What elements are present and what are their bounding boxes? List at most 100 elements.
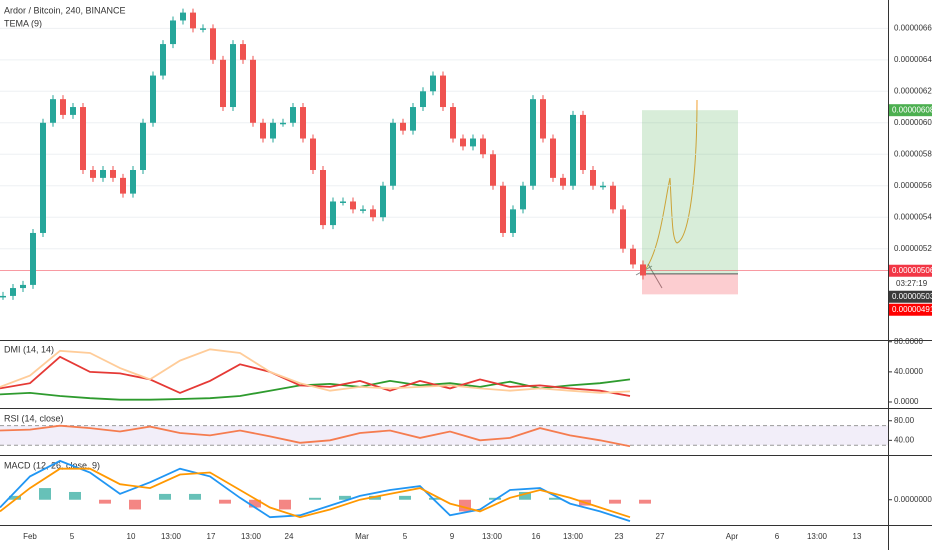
candle — [510, 209, 516, 233]
x-tick-label: 9 — [450, 532, 455, 541]
candle — [400, 122, 406, 131]
candle — [600, 185, 606, 188]
histogram-bar — [339, 495, 351, 500]
projection-curve — [644, 99, 698, 271]
price-badge-label: 0.00000608 — [892, 105, 932, 114]
candle — [210, 28, 216, 60]
histogram-bar — [309, 497, 321, 500]
price-badge-label: 0.00000506 — [892, 266, 932, 275]
histogram-bar — [429, 497, 441, 500]
y-tick-label: 0.0000 — [894, 397, 919, 406]
target-zone — [642, 110, 738, 274]
candle — [20, 284, 26, 289]
indicator-line — [0, 348, 631, 394]
candle — [550, 138, 556, 178]
candle — [30, 232, 36, 285]
candle — [350, 201, 356, 210]
candle — [410, 107, 416, 131]
x-tick-label: 23 — [615, 532, 624, 541]
candle — [560, 177, 566, 186]
x-tick-label: 13:00 — [482, 532, 503, 541]
histogram-bar — [279, 499, 291, 510]
histogram-bar — [189, 493, 201, 500]
candle — [340, 201, 346, 203]
histogram-bar — [249, 499, 261, 508]
candle — [70, 107, 76, 115]
pane-title: DMI (14, 14) — [4, 344, 54, 354]
x-tick-label: 10 — [127, 532, 136, 541]
candle — [480, 138, 486, 155]
candle — [0, 295, 6, 298]
candle — [420, 91, 426, 108]
candle — [150, 75, 156, 123]
x-tick-label: 13:00 — [241, 532, 262, 541]
y-tick-label: 0.00000000 — [894, 495, 932, 504]
candle — [200, 28, 206, 30]
histogram-bar — [459, 499, 471, 512]
x-tick-label: Mar — [355, 532, 369, 541]
x-tick-label: 5 — [70, 532, 75, 541]
histogram-bar — [609, 499, 621, 504]
candle — [580, 114, 586, 170]
histogram-bar — [519, 491, 531, 500]
candle — [430, 75, 436, 92]
price-badge-bg — [889, 264, 932, 277]
candle — [330, 201, 336, 226]
price-badge-bg — [889, 303, 932, 316]
indicator-line — [0, 378, 631, 401]
indicator-line — [0, 467, 631, 519]
candle — [500, 185, 506, 233]
x-tick-label: Apr — [726, 532, 739, 541]
candle — [130, 170, 136, 194]
x-tick-label: Feb — [23, 532, 37, 541]
price-badge: 0.00000491 — [889, 303, 932, 316]
candle — [60, 99, 66, 115]
histogram-bar — [129, 499, 141, 510]
histogram-bar — [399, 495, 411, 500]
price-badge: 0.00000506 — [889, 264, 932, 277]
candle — [570, 114, 576, 186]
indicator-line — [0, 459, 631, 522]
y-tick-label: 80.0000 — [894, 337, 923, 346]
candle — [630, 248, 636, 265]
candle — [360, 209, 366, 211]
candle — [110, 170, 116, 178]
candle — [540, 99, 546, 139]
rsi-band — [0, 425, 888, 446]
x-tick-label: 13 — [853, 532, 862, 541]
stop-zone — [642, 273, 738, 295]
candle — [120, 177, 126, 194]
candle — [160, 44, 166, 76]
x-tick-label: 6 — [775, 532, 780, 541]
candle — [100, 170, 106, 178]
price-badge-bg — [889, 290, 932, 303]
candle — [300, 107, 306, 139]
price-badge: 0.00000608 — [889, 104, 932, 117]
candle — [10, 288, 16, 296]
candle — [310, 138, 316, 170]
candle — [40, 122, 46, 233]
candle — [270, 122, 276, 139]
candle — [440, 75, 446, 108]
candle — [380, 185, 386, 218]
symbol-title: Ardor / Bitcoin, 240, BINANCE — [4, 5, 126, 15]
candle — [590, 170, 596, 186]
candle — [370, 209, 376, 218]
candle — [50, 99, 56, 123]
candle — [250, 59, 256, 123]
x-tick-label: 5 — [403, 532, 408, 541]
candle — [220, 59, 226, 108]
price-badge-label: 0.00000491 — [892, 305, 932, 314]
histogram-bar — [219, 499, 231, 504]
y-tick-label: 40.00 — [894, 435, 915, 444]
y-tick-label: 80.00 — [894, 416, 915, 425]
candle — [530, 99, 536, 186]
